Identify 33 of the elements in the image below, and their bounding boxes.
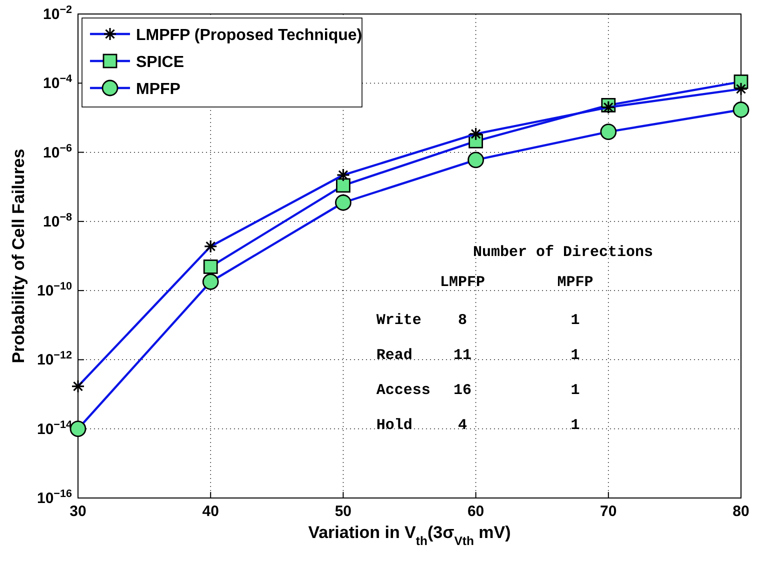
legend-label: MPFP xyxy=(136,81,181,98)
x-tick-label: 70 xyxy=(600,503,617,520)
annotation: 4 xyxy=(458,417,468,434)
y-tick-label: 10$^{−12}$ xyxy=(36,350,72,369)
annotation: LMPFP xyxy=(440,274,486,291)
x-tick-label: 30 xyxy=(70,503,86,520)
annotation: 16 xyxy=(454,382,472,399)
x-tick-label: 60 xyxy=(467,503,484,520)
legend-label: SPICE xyxy=(136,54,184,71)
annotation: Hold xyxy=(376,417,412,434)
y-tick-label: 10$^{−10}$ xyxy=(36,280,72,300)
y-tick-label: 10$^{−4}$ xyxy=(43,73,72,92)
annotation: Write xyxy=(376,312,422,329)
y-tick-label: 10$^{−16}$ xyxy=(36,488,72,507)
x-tick-label: 80 xyxy=(732,503,750,520)
y-tick-label: 10$^{−6}$ xyxy=(43,142,72,162)
x-tick-label: 50 xyxy=(334,503,352,520)
y-axis-title: Probability of Cell Failures xyxy=(9,148,28,364)
annotation: 1 xyxy=(570,347,580,364)
annotation: Access xyxy=(376,382,430,399)
y-tick-label: 10$^{−2}$ xyxy=(43,4,72,23)
annotation: MPFP xyxy=(557,274,594,291)
annotation: 1 xyxy=(570,382,580,399)
legend-label: LMPFP (Proposed Technique) xyxy=(136,27,362,44)
annotation: 1 xyxy=(570,312,580,329)
x-axis-title: Variation in V$_{th}$(3σ$_{Vth}$ mV) xyxy=(308,523,511,548)
annotation: 11 xyxy=(454,347,472,364)
annotation: 1 xyxy=(570,417,580,434)
annotation: Read xyxy=(376,347,412,364)
annotation: Number of Directions xyxy=(472,244,653,261)
y-tick-label: 10$^{−8}$ xyxy=(43,211,72,230)
annotation: 8 xyxy=(458,312,468,329)
x-tick-label: 40 xyxy=(202,503,219,520)
